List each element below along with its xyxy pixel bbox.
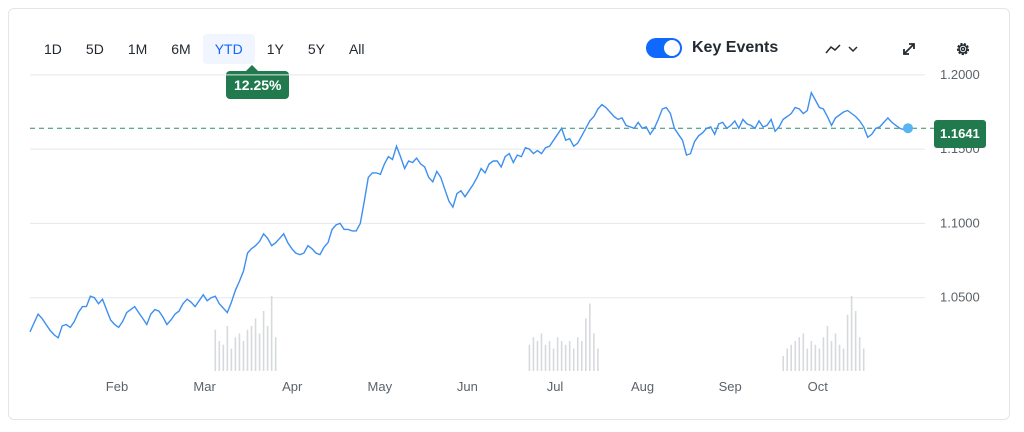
range-selector: 1D 5D 1M 6M YTD 1Y 5Y All	[32, 34, 377, 64]
volume-bar	[270, 296, 273, 371]
volume-bar	[802, 333, 805, 371]
range-ytd[interactable]: YTD	[202, 34, 255, 64]
volume-bar	[250, 326, 253, 371]
range-5y[interactable]: 5Y	[307, 41, 325, 57]
last-price-dot[interactable]	[903, 123, 913, 134]
volume-bar	[850, 296, 853, 371]
volume-bar	[593, 333, 595, 371]
volume-bar	[854, 311, 857, 371]
chart-type-button[interactable]	[822, 36, 862, 62]
volume-bar	[266, 326, 269, 371]
volume-bar	[556, 337, 559, 371]
x-tick-label: Sep	[719, 379, 742, 394]
key-events-toggle[interactable]	[646, 38, 682, 58]
volume-bar	[818, 348, 821, 371]
x-tick-label: Oct	[808, 379, 829, 394]
settings-button[interactable]	[950, 36, 976, 62]
volume-bars	[214, 296, 865, 371]
y-tick-label: 1.1000	[940, 215, 980, 230]
volume-bar	[814, 344, 817, 371]
x-axis: Feb Mar Apr May Jun Jul Aug Sep Oct	[106, 379, 828, 394]
volume-bar	[838, 344, 841, 371]
x-tick-label: Aug	[631, 379, 654, 394]
volume-bar	[580, 341, 583, 371]
volume-bar	[544, 344, 547, 371]
last-price-tag: 1.1641	[934, 120, 986, 148]
volume-bar	[834, 333, 837, 371]
volume-bar	[842, 348, 845, 371]
volume-bar	[846, 314, 849, 371]
volume-bar	[552, 348, 555, 371]
volume-bar	[536, 341, 539, 371]
range-1y[interactable]: 1Y	[266, 41, 284, 57]
volume-bar	[798, 337, 801, 371]
volume-bar	[254, 318, 257, 371]
volume-bar	[274, 337, 277, 371]
range-5d[interactable]: 5D	[85, 41, 104, 57]
x-tick-label: Feb	[106, 379, 128, 394]
volume-bar	[790, 344, 793, 371]
volume-bar	[822, 337, 825, 371]
volume-bar	[548, 341, 551, 371]
volume-bar	[564, 344, 567, 371]
volume-bar	[572, 348, 575, 371]
volume-bar	[806, 348, 809, 371]
range-all[interactable]: All	[348, 41, 365, 57]
x-tick-label: Apr	[282, 379, 303, 394]
y-tick-label: 1.0500	[940, 290, 980, 305]
volume-bar	[597, 348, 599, 371]
volume-bar	[794, 341, 797, 371]
change-badge: 12.25%	[226, 65, 290, 99]
x-tick-label: Mar	[193, 379, 216, 394]
volume-bar	[230, 348, 233, 371]
volume-bar	[218, 341, 221, 371]
volume-bar	[584, 318, 587, 371]
volume-bar	[242, 341, 245, 371]
x-tick-label: Jul	[547, 379, 564, 394]
volume-bar	[234, 337, 237, 371]
volume-bar	[862, 348, 865, 371]
volume-bar	[568, 341, 571, 371]
volume-bar	[222, 344, 225, 371]
volume-bar	[560, 341, 563, 371]
key-events-control: Key Events	[646, 38, 778, 58]
volume-bar	[782, 356, 784, 371]
grid-lines	[30, 74, 925, 299]
volume-bar	[258, 333, 261, 371]
volume-bar	[826, 326, 829, 371]
key-events-label: Key Events	[692, 39, 779, 56]
x-tick-label: May	[368, 379, 393, 394]
volume-bar	[528, 344, 531, 371]
volume-bar	[214, 329, 217, 371]
y-tick-label: 1.2000	[940, 67, 980, 82]
volume-bar	[589, 303, 591, 371]
volume-bar	[810, 341, 813, 371]
volume-bar	[532, 337, 535, 371]
volume-bar	[576, 337, 579, 371]
gear-icon	[956, 42, 970, 56]
range-1d[interactable]: 1D	[44, 41, 62, 57]
price-line	[29, 90, 909, 339]
volume-bar	[238, 333, 241, 371]
x-tick-label: Jun	[457, 379, 478, 394]
volume-bar	[830, 341, 833, 371]
volume-bar	[262, 311, 265, 371]
volume-bar	[786, 348, 788, 371]
volume-bar	[246, 329, 249, 371]
expand-icon	[903, 43, 915, 55]
expand-button[interactable]	[896, 36, 922, 62]
line-chart-icon	[825, 44, 858, 54]
range-1m[interactable]: 1M	[127, 41, 148, 57]
volume-bar	[540, 333, 543, 371]
volume-bar	[226, 326, 229, 371]
toggle-knob	[664, 40, 680, 56]
range-6m[interactable]: 6M	[171, 41, 191, 57]
volume-bar	[858, 337, 861, 371]
